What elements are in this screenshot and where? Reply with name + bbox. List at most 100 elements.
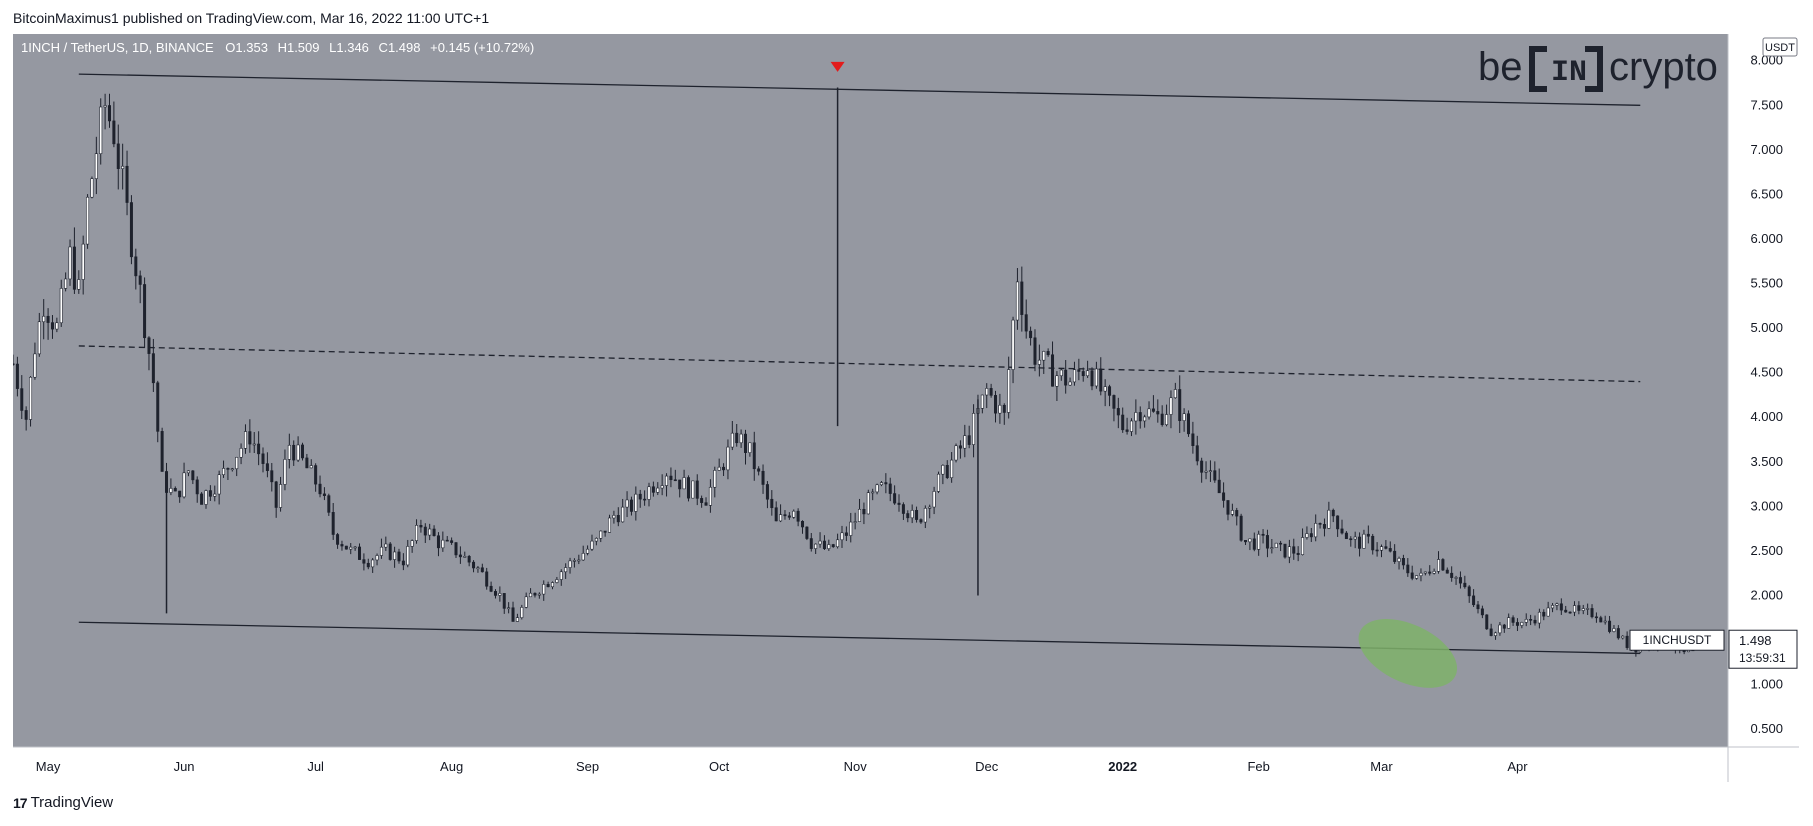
candle-body [94,153,98,179]
mid-channel-line[interactable] [78,345,1641,383]
candle-body [1608,620,1612,632]
tradingview-branding[interactable]: 17 TradingView [13,794,113,811]
candle-body [353,546,357,549]
candle-body [586,548,590,554]
candle-body [871,491,875,494]
candle-body [322,493,326,496]
candle-body [428,528,432,536]
candle-body [195,479,199,495]
candle-body [822,540,826,549]
candle-body [1309,533,1313,538]
candle-body [173,488,177,492]
svg-text:be: be [1478,45,1523,89]
candle-body [222,468,226,476]
candle-body [695,480,699,499]
candle-body [564,567,568,573]
candle-body [1002,404,1006,413]
y-tick-label: 4.500 [1750,365,1783,380]
candle-body [279,484,283,508]
candle-body [901,504,905,514]
publish-info: BitcoinMaximus1 published on TradingView… [13,10,490,26]
candle-body [787,515,791,518]
candle-body [1156,411,1160,415]
candle-body [906,513,910,519]
candle-body [20,388,24,411]
candle-body [1204,470,1208,473]
candle-body [68,246,72,280]
candle-body [1520,622,1524,626]
candle-body [1476,604,1480,610]
candle-body [1502,624,1506,629]
tradingview-logo-icon: 17 [13,794,28,811]
candle-body [397,551,401,562]
candle-body [472,561,476,569]
candle-body [572,560,576,562]
candle-body [406,546,410,566]
time-axis[interactable] [13,747,1728,782]
candle-body [77,279,81,290]
candle-body [774,507,778,522]
candle-body [836,539,840,548]
candle-body [182,472,186,498]
candle-body [252,443,256,446]
candle-body [1349,538,1353,541]
candle-body [844,532,848,536]
candle-body [1015,281,1019,321]
candle-body [129,202,133,258]
candle-body [99,106,103,154]
candle-body [309,465,313,469]
x-tick-label: Feb [1247,759,1269,774]
candle-body [1515,622,1519,626]
candle-body [700,498,704,503]
candle-body [761,470,765,485]
candle-body [1173,389,1177,399]
candle-body [1217,479,1221,494]
candle-body [1068,381,1072,386]
candle-body [419,525,423,528]
candle-body [1485,614,1489,630]
candle-body [1077,369,1081,372]
highlight-ellipse[interactable] [1348,605,1468,702]
candle-body [629,499,633,512]
candle-body [994,395,998,414]
candle-body [757,468,761,472]
candle-body [336,534,340,545]
candle-body [213,493,217,497]
candle-body [296,444,300,461]
candle-body [305,457,309,469]
y-tick-label: 2.000 [1750,587,1783,602]
candle-body [1051,354,1055,387]
candle-body [358,546,362,560]
candle-body [722,466,726,471]
candle-body [186,470,190,474]
candle-body [1055,375,1059,387]
candle-body [1292,546,1296,554]
svg-text:USDT: USDT [1765,42,1795,54]
candle-body [1191,433,1195,446]
plot-area[interactable] [13,34,1728,747]
candle-body [37,321,41,355]
candle-body [625,499,629,508]
candle-body [1331,509,1335,517]
upper-channel-line[interactable] [78,73,1641,106]
candle-body [1358,536,1362,549]
candles [13,87,1721,657]
candle-body [1195,445,1199,462]
candle-body [1160,413,1164,426]
candle-body [15,363,19,389]
candle-body [1625,635,1629,648]
candle-body [1594,616,1598,619]
open-value: 1.353 [235,40,268,55]
y-tick-label: 3.500 [1750,454,1783,469]
candle-body [814,543,818,549]
currency-badge[interactable]: USDT [1762,37,1798,57]
y-tick-label: 7.500 [1750,97,1783,112]
candle-body [1301,537,1305,555]
candle-body [274,481,278,508]
candle-body [410,540,414,547]
price-chart[interactable]: 1INCH / TetherUS, 1D, BINANCE O1.353 H1.… [13,34,1799,782]
candle-body [1621,635,1625,639]
price-tag-countdown: 13:59:31 [1739,651,1786,665]
x-tick-label: May [36,759,61,774]
candle-body [393,551,397,560]
